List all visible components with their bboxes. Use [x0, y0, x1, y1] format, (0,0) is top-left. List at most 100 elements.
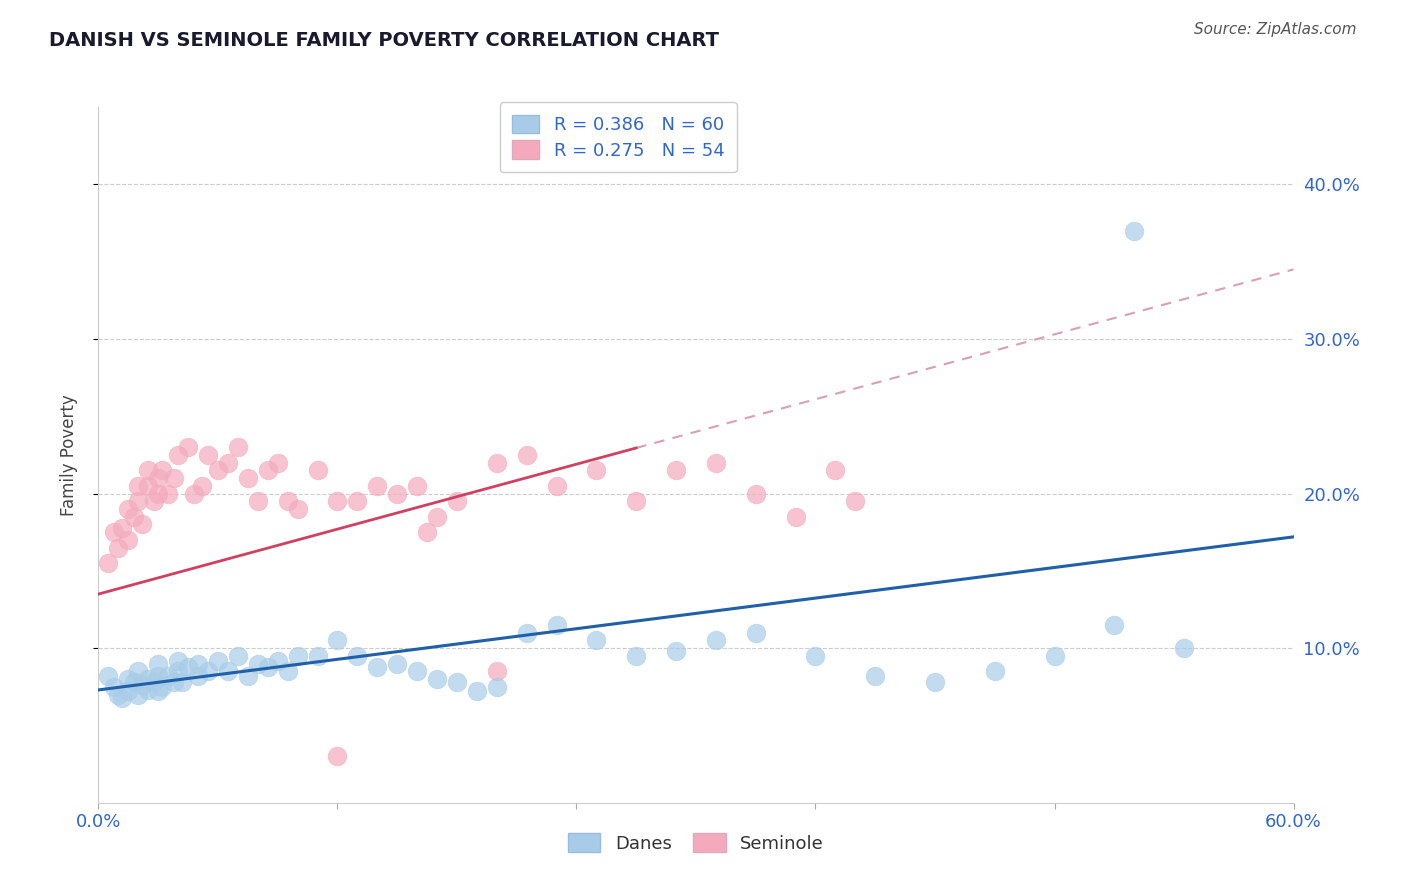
Point [236, 669, 259, 683]
Point [804, 648, 827, 663]
Point [197, 448, 219, 462]
Point [287, 648, 309, 663]
Point [107, 541, 129, 555]
Point [246, 494, 269, 508]
Point [148, 669, 170, 683]
Point [107, 688, 129, 702]
Point [97, 556, 120, 570]
Point [824, 463, 846, 477]
Point [485, 665, 508, 679]
Point [217, 665, 239, 679]
Point [984, 665, 1007, 679]
Point [485, 456, 508, 470]
Point [226, 648, 249, 663]
Point [1123, 224, 1146, 238]
Point [704, 456, 727, 470]
Point [131, 678, 153, 692]
Point [197, 665, 219, 679]
Point [117, 502, 139, 516]
Point [136, 463, 159, 477]
Point [217, 456, 239, 470]
Point [326, 633, 349, 648]
Point [148, 657, 170, 671]
Point [546, 618, 568, 632]
Point [167, 654, 190, 668]
Point [117, 684, 139, 698]
Point [191, 479, 214, 493]
Point [187, 657, 209, 671]
Point [1043, 648, 1066, 663]
Point [626, 648, 648, 663]
Point [103, 680, 125, 694]
Point [207, 463, 229, 477]
Point [844, 494, 866, 508]
Point [246, 657, 269, 671]
Point [416, 525, 439, 540]
Point [111, 520, 134, 534]
Point [446, 494, 468, 508]
Point [150, 463, 173, 477]
Point [167, 665, 190, 679]
Point [136, 682, 159, 697]
Point [167, 448, 190, 462]
Point [406, 665, 429, 679]
Point [226, 440, 249, 454]
Text: DANISH VS SEMINOLE FAMILY POVERTY CORRELATION CHART: DANISH VS SEMINOLE FAMILY POVERTY CORREL… [49, 31, 720, 50]
Point [465, 684, 488, 698]
Point [745, 486, 768, 500]
Point [585, 463, 607, 477]
Point [117, 533, 139, 547]
Point [150, 680, 173, 694]
Point [127, 479, 149, 493]
Point [546, 479, 568, 493]
Point [143, 675, 166, 690]
Point [665, 644, 688, 658]
Point [177, 440, 200, 454]
Point [485, 680, 508, 694]
Point [426, 672, 449, 686]
Point [136, 672, 159, 686]
Point [277, 494, 299, 508]
Point [406, 479, 429, 493]
Point [307, 463, 329, 477]
Point [256, 463, 278, 477]
Point [446, 675, 468, 690]
Point [148, 684, 170, 698]
Point [267, 456, 290, 470]
Point [256, 659, 278, 673]
Point [97, 669, 120, 683]
Point [172, 675, 194, 690]
Text: Source: ZipAtlas.com: Source: ZipAtlas.com [1194, 22, 1357, 37]
Point [1173, 641, 1195, 656]
Point [704, 633, 727, 648]
Point [626, 494, 648, 508]
Point [124, 509, 146, 524]
Point [585, 633, 607, 648]
Point [865, 669, 887, 683]
Point [148, 471, 170, 485]
Point [924, 675, 946, 690]
Point [785, 509, 807, 524]
Point [307, 648, 329, 663]
Point [157, 486, 180, 500]
Point [366, 479, 388, 493]
Point [665, 463, 688, 477]
Point [177, 659, 200, 673]
Legend: Danes, Seminole: Danes, Seminole [561, 826, 831, 860]
Point [124, 675, 146, 690]
Point [516, 448, 538, 462]
Point [426, 509, 449, 524]
Point [267, 654, 290, 668]
Point [143, 494, 166, 508]
Point [163, 471, 186, 485]
Point [131, 517, 153, 532]
Point [127, 665, 149, 679]
Y-axis label: Family Poverty: Family Poverty [59, 394, 77, 516]
Point [346, 494, 368, 508]
Point [516, 625, 538, 640]
Point [163, 675, 186, 690]
Point [236, 471, 259, 485]
Point [346, 648, 368, 663]
Point [385, 486, 409, 500]
Point [207, 654, 229, 668]
